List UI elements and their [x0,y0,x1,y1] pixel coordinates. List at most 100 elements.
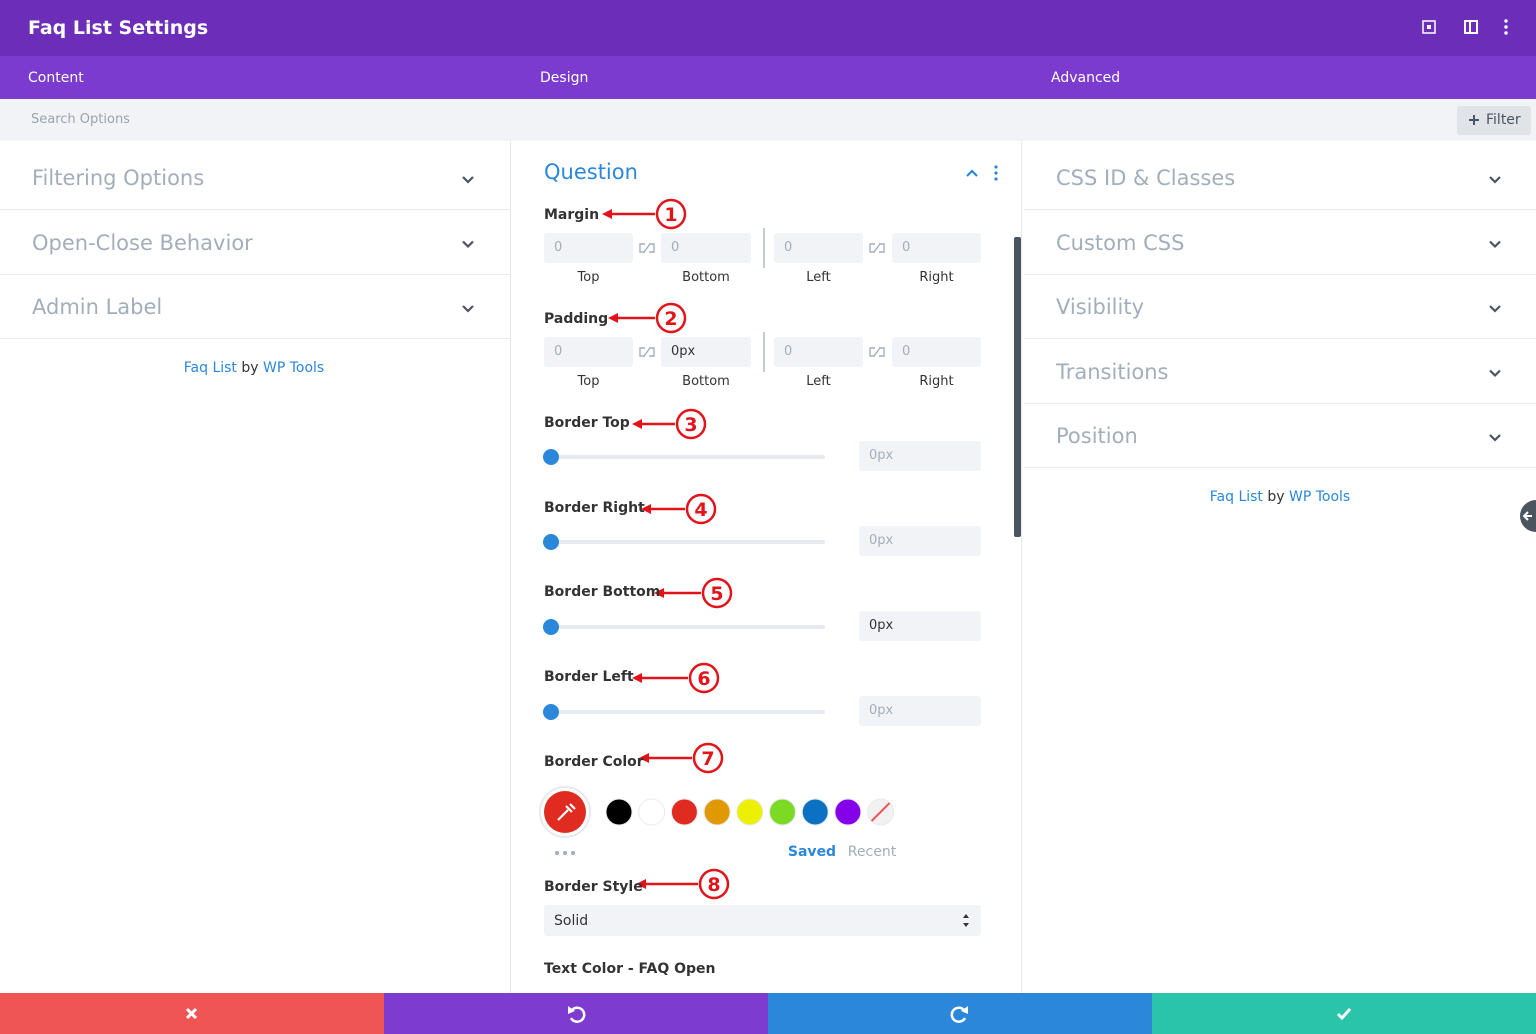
undo-icon [569,1006,586,1023]
row-divider [1024,338,1536,339]
redo-icon [961,1006,968,1014]
tab[interactable]: Advanced [1051,70,1121,86]
credit: Faq List by WP Tools [1210,487,1350,507]
annotation-circle [688,662,720,694]
tab[interactable]: Content [28,70,84,86]
vendor-text[interactable]: WP Tools [263,360,325,376]
side-label: Right [919,374,954,389]
number-input[interactable] [544,233,633,263]
color-swatch [605,798,633,826]
chevron-icon [1489,176,1501,184]
annotation-number: 5 [710,583,723,605]
value-input[interactable] [859,611,981,641]
side-label: Top [577,270,600,285]
slider-knob [543,619,559,635]
group-title[interactable]: Question [544,160,638,184]
section-title[interactable]: CSS ID & Classes [1056,166,1236,190]
number-input[interactable] [774,233,863,263]
chevron-icon [1489,240,1501,249]
search-input[interactable]: Search Options [31,112,130,127]
select-box[interactable] [544,905,981,936]
vendor-text[interactable]: WP Tools [1289,489,1351,505]
undo-icon [568,1006,575,1014]
credit: Faq List by WP Tools [184,358,324,378]
section-title[interactable]: Admin Label [32,295,163,319]
number-input[interactable] [892,233,981,263]
select-arrow [963,914,969,918]
field-label: Border Top [544,415,630,431]
slider-knob [543,704,559,720]
slider-knob [543,449,559,465]
row-divider [0,338,510,339]
undo-button[interactable] [384,993,768,1034]
input-value: 0px [671,344,696,359]
number-input[interactable] [661,337,751,367]
section-title[interactable]: Filtering Options [32,166,205,190]
field-label: Border Bottom [544,584,661,600]
side-label: Bottom [682,270,730,285]
annotation-circle [692,742,724,774]
annotation-number: 4 [694,499,707,521]
side-label: Left [806,374,831,389]
field-label: Text Color - FAQ Open [544,961,716,977]
save-icon [1336,1008,1352,1021]
row-divider [1024,209,1536,210]
link-icon [639,243,655,253]
color-swatch [834,798,862,826]
chevron-icon [1489,434,1501,442]
value-input[interactable] [859,441,981,471]
number-input[interactable] [661,233,751,263]
annotation-arrowhead [632,673,642,683]
chevron-icon [1489,305,1501,313]
value-input[interactable] [859,696,981,726]
number-input[interactable] [774,337,863,367]
input-value: 0px [869,448,894,463]
section-title[interactable]: Open-Close Behavior [32,230,253,255]
cancel-icon [185,1007,198,1020]
product-text[interactable]: Faq List [1209,489,1263,505]
section-title[interactable]: Position [1056,424,1138,448]
input-value: 0px [869,618,894,633]
annotation-number: 6 [697,668,710,690]
collapse-icon [966,169,978,177]
palette-tab[interactable]: Saved [787,844,837,860]
color-swatch [638,798,666,826]
chevron-icon [462,305,474,313]
section-title[interactable]: Custom CSS [1056,230,1185,255]
scrollbar [1014,237,1021,537]
tab[interactable]: Design [540,70,589,86]
value-input[interactable] [859,526,981,556]
eyedropper-icon [557,803,576,821]
redo-icon [950,1006,967,1023]
annotation-arrowhead [636,879,646,889]
row-divider [0,209,510,210]
expand-icon [1422,20,1436,34]
section-title[interactable]: Visibility [1056,295,1145,319]
annotation-circle [698,868,730,900]
number-input[interactable] [544,337,633,367]
options-icon [994,177,998,181]
row-divider [1024,273,1536,275]
annotation-number: 3 [684,414,697,436]
number-input[interactable] [892,337,981,367]
color-swatch [769,798,796,826]
field-label: Padding [544,311,609,327]
redo-button[interactable] [768,993,1152,1034]
field-label: Border Right [544,500,645,516]
options-icon [994,171,998,175]
chevron-icon [1489,369,1501,378]
swatch-slash [870,802,891,822]
more-icon [571,851,575,855]
section-title[interactable]: Transitions [1056,359,1169,384]
product-text[interactable]: Faq List [183,360,237,376]
annotation-number: 1 [664,204,677,226]
input-value: 0px [869,703,894,718]
side-label: Bottom [682,374,730,389]
side-label: Top [577,374,600,389]
field-label: Border Color [544,754,644,770]
by-text: by [241,360,259,376]
header-bar [0,0,1536,56]
more-icon [555,851,559,855]
palette-tab[interactable]: Recent [847,844,897,860]
